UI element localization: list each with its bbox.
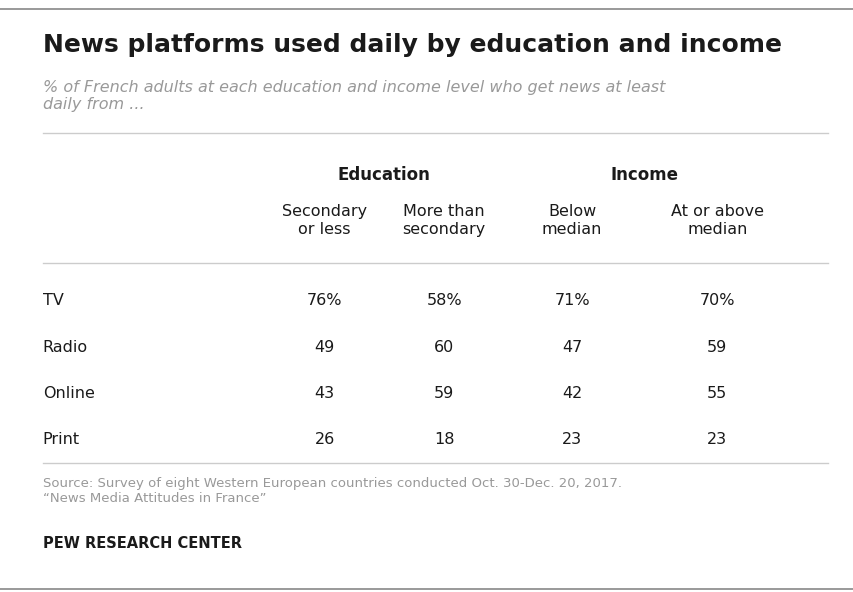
Text: Income: Income [610,166,678,184]
Text: TV: TV [43,293,63,308]
Text: Education: Education [338,166,430,184]
Text: More than
secondary: More than secondary [402,204,485,237]
Text: Print: Print [43,432,79,447]
Text: % of French adults at each education and income level who get news at least
dail: % of French adults at each education and… [43,80,664,112]
Text: 55: 55 [706,386,727,401]
Text: Radio: Radio [43,340,88,355]
Text: 42: 42 [561,386,582,401]
Text: At or above
median: At or above median [670,204,763,237]
Text: 23: 23 [706,432,727,447]
Text: 43: 43 [314,386,334,401]
Text: Below
median: Below median [542,204,601,237]
Text: Secondary
or less: Secondary or less [281,204,367,237]
Text: 47: 47 [561,340,582,355]
Text: 70%: 70% [699,293,734,308]
Text: 18: 18 [433,432,454,447]
Text: Online: Online [43,386,95,401]
Text: 59: 59 [433,386,454,401]
Text: 58%: 58% [426,293,461,308]
Text: 26: 26 [314,432,334,447]
Text: 60: 60 [433,340,454,355]
Text: Source: Survey of eight Western European countries conducted Oct. 30-Dec. 20, 20: Source: Survey of eight Western European… [43,477,621,504]
Text: 76%: 76% [306,293,342,308]
Text: 49: 49 [314,340,334,355]
Text: News platforms used daily by education and income: News platforms used daily by education a… [43,33,780,57]
Text: 23: 23 [561,432,582,447]
Text: 71%: 71% [554,293,589,308]
Text: PEW RESEARCH CENTER: PEW RESEARCH CENTER [43,536,241,551]
Text: 59: 59 [706,340,727,355]
